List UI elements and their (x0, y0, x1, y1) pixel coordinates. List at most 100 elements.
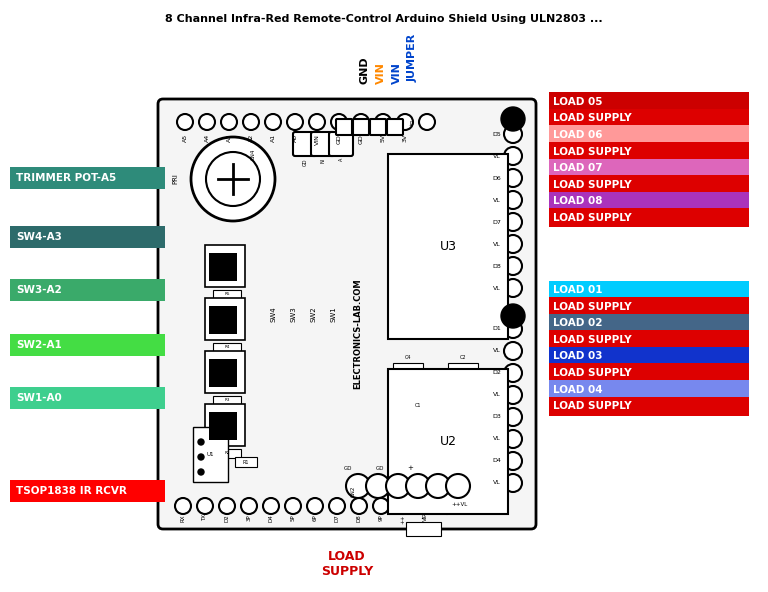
Circle shape (177, 114, 193, 130)
Bar (388, 369, 508, 514)
Circle shape (504, 408, 522, 426)
Circle shape (373, 498, 389, 514)
Text: LOAD 03: LOAD 03 (553, 352, 603, 361)
FancyBboxPatch shape (336, 119, 352, 135)
Text: SW1: SW1 (330, 306, 336, 322)
Text: 6P: 6P (313, 514, 317, 521)
Bar (549, 297, 749, 316)
Circle shape (446, 474, 470, 498)
FancyBboxPatch shape (329, 132, 353, 156)
Bar (549, 330, 749, 349)
Text: SW2-A1: SW2-A1 (16, 340, 61, 349)
Text: LOAD SUPPLY: LOAD SUPPLY (553, 213, 631, 223)
Text: SW2: SW2 (310, 306, 316, 322)
Circle shape (329, 498, 345, 514)
Bar (10, 480, 165, 503)
Bar (10, 333, 165, 356)
Bar (213, 290, 241, 299)
Circle shape (191, 137, 275, 221)
Text: GND: GND (360, 56, 370, 84)
Circle shape (426, 474, 450, 498)
Text: LOAD SUPPLY: LOAD SUPPLY (553, 180, 631, 189)
Bar (406, 522, 441, 536)
Text: J3: J3 (422, 514, 426, 519)
Circle shape (395, 498, 411, 514)
Circle shape (198, 469, 204, 475)
Text: D3: D3 (492, 414, 501, 420)
Bar (205, 245, 245, 287)
Bar (193, 427, 228, 482)
Circle shape (351, 498, 367, 514)
Text: D2: D2 (224, 514, 230, 522)
Text: LOAD SUPPLY: LOAD SUPPLY (553, 114, 631, 123)
Bar (549, 347, 749, 366)
Text: VL: VL (493, 285, 501, 291)
Text: LOAD SUPPLY: LOAD SUPPLY (553, 335, 631, 345)
Bar (235, 457, 257, 467)
Bar (549, 175, 749, 194)
Circle shape (243, 114, 259, 130)
Bar (549, 380, 749, 399)
Bar (388, 154, 508, 339)
FancyBboxPatch shape (387, 119, 403, 135)
Text: LOAD 02: LOAD 02 (553, 318, 603, 328)
Text: 3V: 3V (402, 134, 408, 142)
Text: A4: A4 (204, 134, 210, 142)
Bar (549, 109, 749, 128)
Text: A3: A3 (227, 134, 231, 142)
Bar (549, 208, 749, 227)
Circle shape (265, 114, 281, 130)
Text: LOAD 01: LOAD 01 (553, 285, 603, 295)
Bar (549, 363, 749, 382)
Circle shape (198, 454, 204, 460)
Circle shape (504, 279, 522, 297)
Text: VL: VL (493, 153, 501, 159)
Text: 8 Channel Infra-Red Remote-Control Arduino Shield Using ULN2803 ...: 8 Channel Infra-Red Remote-Control Ardui… (165, 14, 603, 24)
Text: D7: D7 (492, 220, 501, 224)
Bar (205, 404, 245, 446)
Text: SW3-A2: SW3-A2 (16, 285, 61, 295)
Circle shape (375, 114, 391, 130)
Bar (403, 388, 433, 400)
Circle shape (417, 498, 433, 514)
Text: GD: GD (376, 466, 384, 471)
Text: D2: D2 (492, 371, 501, 375)
Circle shape (285, 498, 301, 514)
Text: A: A (339, 158, 343, 162)
Bar (213, 449, 241, 458)
Bar (549, 142, 749, 161)
Circle shape (397, 114, 413, 130)
Text: LOAD SUPPLY: LOAD SUPPLY (553, 147, 631, 156)
Circle shape (419, 114, 435, 130)
Bar (10, 279, 165, 301)
Bar (10, 166, 165, 189)
Text: TX: TX (203, 514, 207, 521)
Text: JUMPER: JUMPER (408, 34, 418, 82)
Text: A0: A0 (293, 134, 297, 142)
Text: LOAD SUPPLY: LOAD SUPPLY (553, 368, 631, 378)
Text: 5V: 5V (380, 134, 386, 142)
Text: D4: D4 (492, 458, 501, 464)
Bar (549, 314, 749, 333)
Text: LOAD SUPPLY: LOAD SUPPLY (553, 302, 631, 311)
Circle shape (504, 430, 522, 448)
Circle shape (504, 235, 522, 253)
Text: TSOP1838 IR RCVR: TSOP1838 IR RCVR (16, 487, 127, 496)
Bar (205, 351, 245, 393)
Text: TRIMMER POT-A5: TRIMMER POT-A5 (16, 173, 116, 182)
Circle shape (501, 304, 525, 328)
Text: R5: R5 (224, 292, 230, 296)
Text: VL: VL (422, 514, 428, 521)
Circle shape (219, 498, 235, 514)
Text: LOAD 04: LOAD 04 (553, 385, 603, 394)
Text: VIN: VIN (315, 134, 319, 145)
Text: LOAD
SUPPLY: LOAD SUPPLY (321, 550, 373, 578)
Circle shape (439, 498, 455, 514)
Bar (10, 226, 165, 248)
Bar (205, 298, 245, 340)
Text: 3P: 3P (247, 514, 251, 521)
FancyBboxPatch shape (158, 99, 536, 529)
FancyBboxPatch shape (370, 119, 386, 135)
Circle shape (331, 114, 347, 130)
Text: CN2: CN2 (351, 485, 356, 497)
